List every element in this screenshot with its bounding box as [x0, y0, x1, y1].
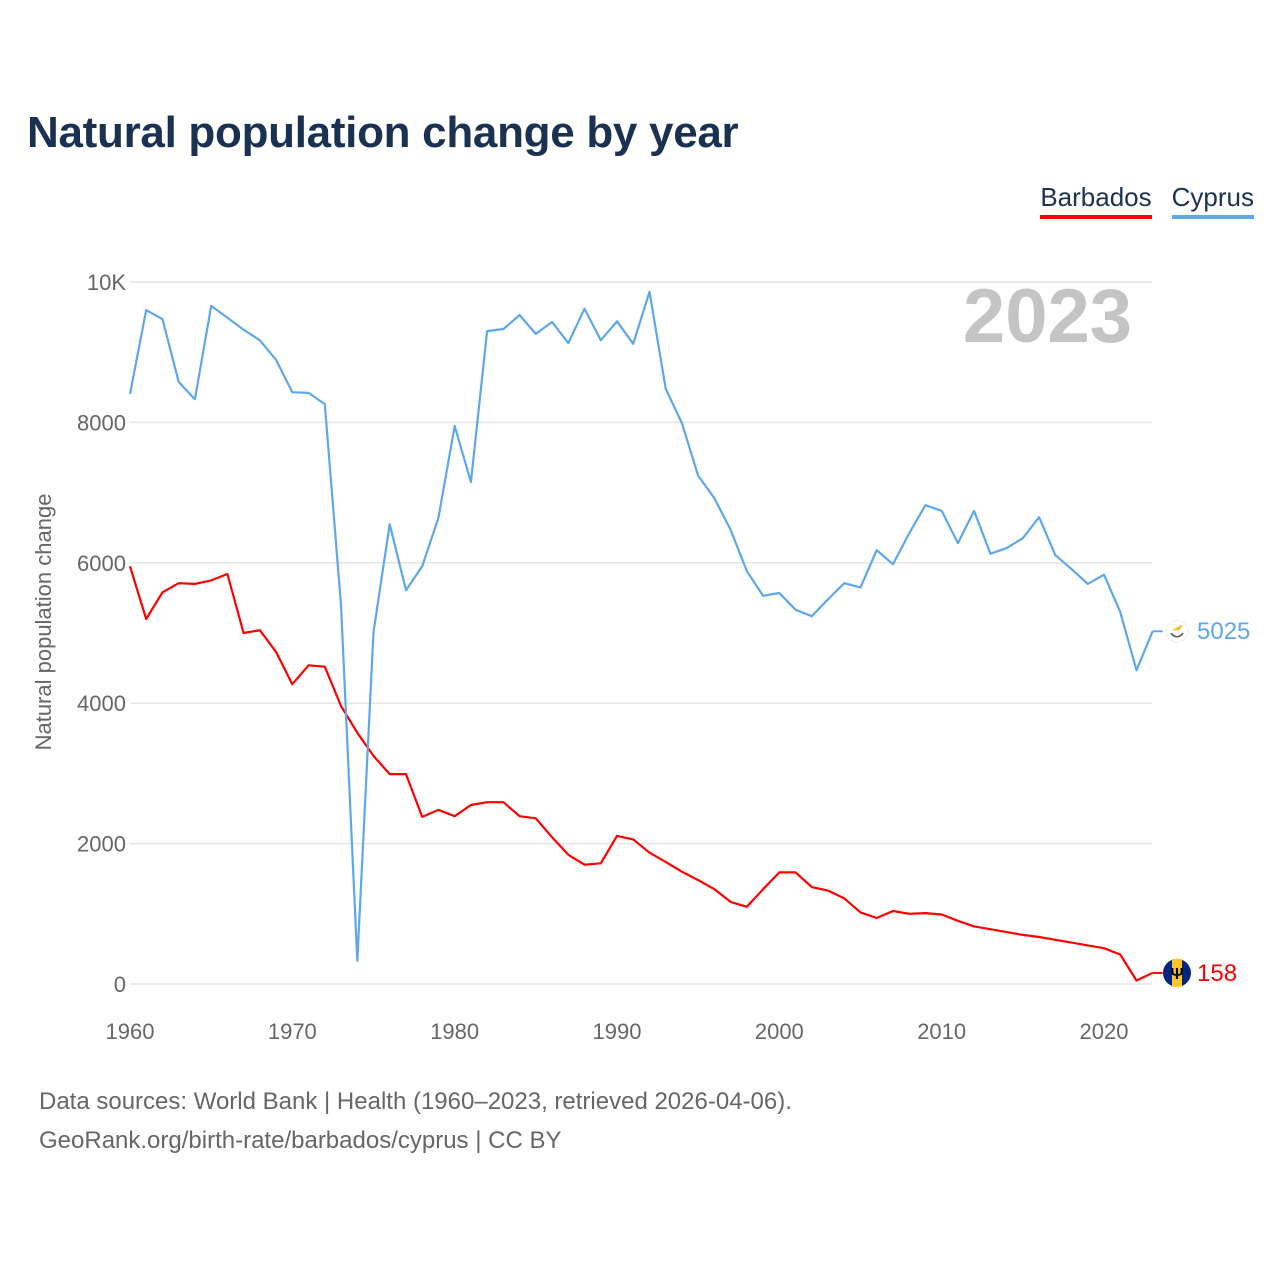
series-line-cyprus: [128, 290, 1154, 962]
data-source-text: Data sources: World Bank | Health (1960–…: [39, 1088, 792, 1115]
y-axis-label: Natural population change: [31, 494, 56, 751]
cyprus-olive-branch: [1170, 632, 1184, 638]
y-tick-label: 2000: [77, 832, 126, 857]
x-tick-label: 1970: [268, 1019, 317, 1044]
y-tick-label: 8000: [77, 410, 126, 435]
x-tick-label: 2000: [755, 1019, 804, 1044]
x-tick-label: 1990: [593, 1019, 642, 1044]
series-line-barbados: [128, 565, 1154, 982]
barbados-flag-stripe: [1172, 958, 1182, 987]
legend: Barbados Cyprus: [1040, 182, 1254, 219]
legend-item-barbados[interactable]: Barbados: [1040, 182, 1152, 219]
x-tick-label: 2010: [917, 1019, 966, 1044]
x-tick-label: 1980: [430, 1019, 479, 1044]
source-link-text[interactable]: GeoRank.org/birth-rate/barbados/cyprus |…: [39, 1127, 562, 1154]
legend-item-cyprus[interactable]: Cyprus: [1171, 182, 1254, 219]
x-tick-label: 1960: [106, 1019, 155, 1044]
cyprus-island-shape: [1171, 624, 1182, 631]
cyprus-flag-icon: [1165, 619, 1189, 643]
series-end-label: 5025: [1197, 618, 1250, 645]
series-end-label: 158: [1197, 960, 1237, 987]
trident-icon: Ψ: [1171, 966, 1184, 983]
y-tick-label: 4000: [77, 691, 126, 716]
x-tick-label: 2020: [1080, 1019, 1129, 1044]
y-tick-label: 10K: [87, 270, 126, 295]
y-tick-label: 0: [114, 972, 126, 997]
year-watermark: 2023: [963, 274, 1132, 359]
chart-title: Natural population change by year: [27, 108, 739, 157]
y-tick-label: 6000: [77, 551, 126, 576]
